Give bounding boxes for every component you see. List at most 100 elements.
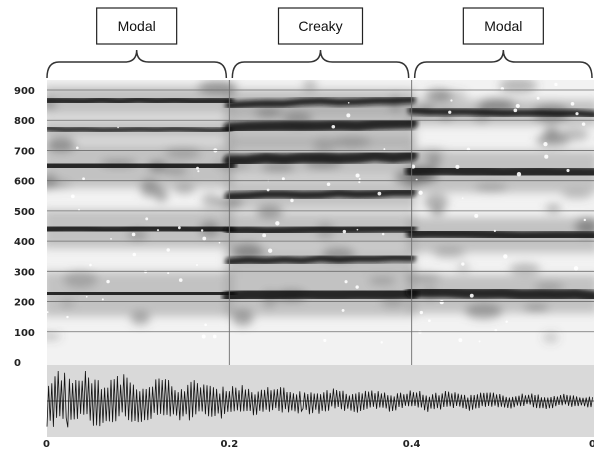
spectral-speckle <box>503 254 508 259</box>
formant-band <box>225 95 416 110</box>
y-tick-label: 600 <box>14 177 35 188</box>
haze-blob <box>130 311 151 325</box>
spectral-speckle <box>196 166 199 170</box>
y-tick-label: 700 <box>14 146 35 157</box>
haze-blob <box>47 137 76 152</box>
spectral-speckle <box>66 315 69 319</box>
spectral-speckle <box>575 112 579 116</box>
x-tick-label: 0 <box>589 439 594 450</box>
spectral-speckle <box>166 248 170 252</box>
y-tick-label: 800 <box>14 116 35 127</box>
y-tick-label: 100 <box>14 328 35 339</box>
spectral-speckle <box>70 194 75 199</box>
segment-label-box <box>277 7 364 45</box>
segment-bracket <box>231 49 410 79</box>
x-tick-label: 0.4 <box>403 439 421 450</box>
haze-blob <box>432 247 466 259</box>
spectral-speckle <box>323 338 327 343</box>
spectral-speckle <box>106 279 110 284</box>
spectral-speckle <box>132 252 137 257</box>
spectral-speckle <box>356 228 359 231</box>
spectral-speckle <box>358 181 361 184</box>
spectral-speckle <box>381 232 385 236</box>
spectral-speckle <box>110 237 112 240</box>
formant-band <box>405 285 594 303</box>
haze-blob <box>231 309 254 327</box>
haze-blob <box>47 332 62 340</box>
spectral-speckle <box>196 264 198 266</box>
spectral-speckle <box>461 197 464 200</box>
spectral-speckle <box>469 293 474 298</box>
spectral-speckle <box>262 233 267 238</box>
formant-band <box>225 253 416 266</box>
spectral-speckle <box>583 218 586 222</box>
haze-blob <box>256 205 283 219</box>
x-tick-label: 0.2 <box>220 439 238 450</box>
spectral-speckle <box>573 266 579 271</box>
spectral-speckle <box>455 164 460 169</box>
spectral-speckle <box>450 99 453 102</box>
haze-blob <box>424 88 452 102</box>
formant-band <box>47 157 237 174</box>
haze-blob <box>332 136 372 148</box>
spectral-speckle <box>418 190 423 195</box>
spectral-speckle <box>513 108 518 113</box>
haze-blob <box>464 303 503 320</box>
spectral-speckle <box>505 320 508 323</box>
spectral-speckle <box>76 146 79 150</box>
spectral-speckle <box>341 308 345 312</box>
spectral-speckle <box>131 232 136 237</box>
formant-band <box>407 106 594 119</box>
haze-blob <box>545 204 561 213</box>
segment-label: Creaky <box>298 18 342 34</box>
haze-blob <box>474 183 508 192</box>
segment-labels: Modal Creaky Modal <box>96 7 544 45</box>
haze-blob <box>423 193 449 211</box>
y-tick-labels: 900 800 700 600 500 400 300 200 100 0 <box>14 86 35 369</box>
formant-band <box>406 227 594 242</box>
spectral-speckle <box>347 101 350 104</box>
haze-blob <box>140 179 159 197</box>
spectral-speckle <box>89 263 92 267</box>
haze-blob <box>197 80 238 95</box>
x-tick-labels: 0 0.2 0.4 0 <box>43 439 594 450</box>
spectral-speckle <box>167 272 170 275</box>
spectral-speckle <box>461 262 465 266</box>
spectral-speckle <box>355 285 359 289</box>
y-tick-label: 0 <box>14 358 21 369</box>
spectral-speckle <box>201 334 206 339</box>
spectral-speckle <box>202 236 207 241</box>
segment-label-box <box>96 7 178 45</box>
haze-blob <box>164 147 202 159</box>
spectral-speckle <box>478 340 481 343</box>
haze-blob <box>63 270 98 289</box>
y-tick-label: 300 <box>14 267 35 278</box>
spectral-speckle <box>344 280 348 284</box>
formant-band <box>223 149 418 167</box>
spectral-speckle <box>570 102 575 106</box>
spectral-speckle <box>380 341 383 344</box>
haze-blob <box>404 272 442 282</box>
haze-blob <box>173 183 196 194</box>
haze-blob <box>47 180 72 189</box>
formant-band <box>47 221 236 237</box>
haze-blob <box>60 299 75 307</box>
x-tick-label: 0 <box>43 439 50 450</box>
waveform-panel <box>46 365 594 437</box>
segment-brackets <box>46 49 593 79</box>
spectral-speckle <box>218 241 221 244</box>
spectral-speckle <box>411 164 416 169</box>
segment-label-box <box>462 7 544 45</box>
spectral-speckle <box>581 122 586 126</box>
haze-blob <box>457 263 470 273</box>
segment-bracket <box>413 49 593 79</box>
spectral-speckle <box>156 229 160 232</box>
spectral-speckle <box>536 96 540 100</box>
spectrogram-plot <box>47 80 594 365</box>
haze-blob <box>561 189 593 199</box>
haze-blob <box>523 304 550 311</box>
spectral-speckle <box>448 110 452 114</box>
spectral-speckle <box>494 328 498 332</box>
spectral-speckle <box>85 295 88 298</box>
spectral-speckle <box>204 323 207 327</box>
